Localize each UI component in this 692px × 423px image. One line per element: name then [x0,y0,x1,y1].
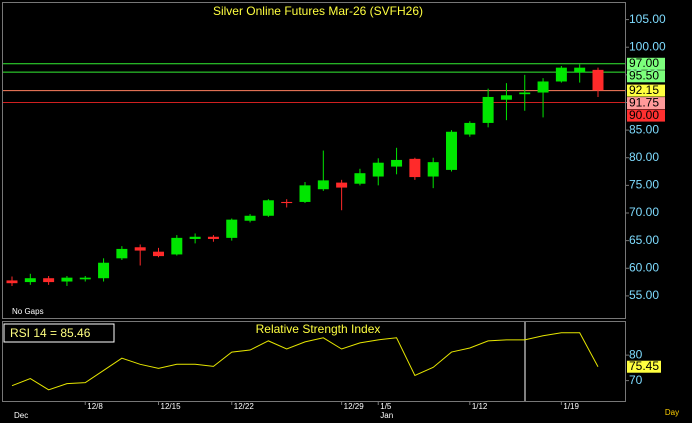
candle-body [43,278,55,283]
candle-body [482,96,494,123]
y-tick-label: 60.00 [629,260,659,274]
x-tick-label: 1/5 [380,402,392,411]
level-label: 92.15 [629,83,659,97]
candle-body [299,185,311,202]
candle-body [500,95,512,100]
candle-body [317,180,329,190]
level-label: 91.75 [629,95,659,109]
rsi-panel [2,321,626,402]
candle-body [519,92,531,95]
candle-body [555,67,567,82]
candle-body [6,280,18,284]
rsi-value-label: 75.45 [629,359,659,373]
y-tick-label: 100.00 [629,39,666,53]
level-box [627,97,665,110]
level-label: 90.00 [629,108,659,122]
x-tick-label: 12/15 [161,402,182,411]
candle-body [207,236,219,239]
candle-body [226,219,238,238]
level-box [627,57,665,70]
candle-body [79,277,91,280]
y-tick-label: 70.00 [629,205,659,219]
candle-body [262,200,274,216]
y-tick-label: 55.00 [629,288,659,302]
chart-title: Silver Online Futures Mar-26 (SVFH26) [213,4,423,18]
candle-body [427,162,439,177]
candle-body [446,131,457,170]
candle-body [409,158,421,178]
y-tick-label: 65.00 [629,233,659,247]
y-tick-label: 80 [629,347,643,361]
month-label: Jan [380,411,393,420]
candle-body [391,159,403,167]
level-box [627,84,665,97]
candle-body [592,69,604,91]
y-tick-label: 80.00 [629,150,659,164]
x-tick-label: 1/19 [563,402,579,411]
candle-body [537,81,549,93]
note: No Gaps [12,307,44,316]
candle-body [336,182,348,188]
rsi-title: Relative Strength Index [256,322,381,336]
candle-body [134,247,146,251]
y-tick-label: 105.00 [629,12,666,26]
candle-body [153,251,164,257]
x-tick-label: 1/12 [472,402,488,411]
y-tick-label: 75.00 [629,178,659,192]
candle-body [116,248,128,259]
x-tick-label: 12/29 [344,402,365,411]
candle-body [574,67,586,73]
candle-body [61,277,73,282]
y-tick-label: 70 [629,373,643,387]
month-label: Dec [14,411,28,420]
candle-body [98,262,110,279]
x-tick-label: 12/22 [234,402,255,411]
candle-body [24,278,36,283]
candle-body [464,122,476,135]
candle-body [189,236,201,239]
level-box [627,109,665,122]
candle-body [171,237,183,255]
readout-box [3,323,115,343]
candle-body [372,162,384,177]
rsi-readout: RSI 14 = 85.46 [10,326,91,340]
candle-body [244,215,256,221]
y-tick-label: 85.00 [629,122,659,136]
candle-body [354,173,366,184]
x-tick-label: 12/8 [87,402,103,411]
level-label: 95.50 [629,68,659,82]
x-axis-label: Day [665,408,679,417]
candle-body [281,201,293,204]
level-label: 97.00 [629,56,659,70]
price-panel [2,2,626,319]
rsi-value-box [627,360,661,373]
rsi-line [11,332,599,391]
level-box [627,70,665,83]
